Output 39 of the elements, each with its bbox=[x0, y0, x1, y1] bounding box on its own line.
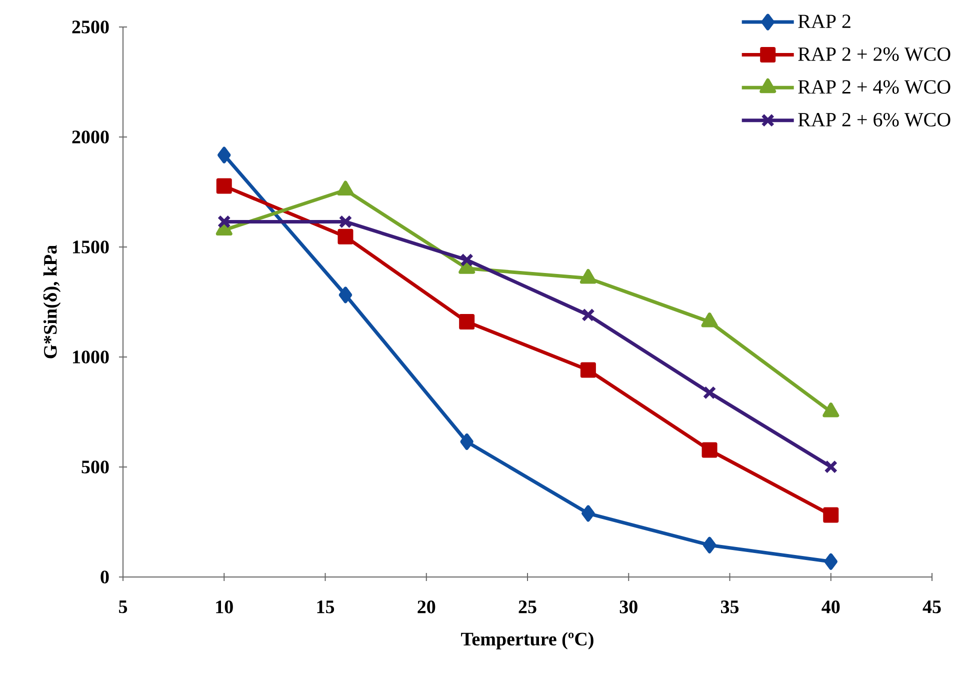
point bbox=[702, 386, 716, 400]
x-tick-label: 10 bbox=[216, 600, 233, 614]
point bbox=[824, 460, 838, 474]
y-tick-label: 1500 bbox=[72, 240, 109, 254]
point bbox=[217, 214, 231, 228]
legend-label: RAP 2 + 6% WCO bbox=[798, 112, 950, 127]
x-tick-label: 25 bbox=[518, 600, 536, 614]
x-tick-label: 5 bbox=[119, 600, 128, 614]
point bbox=[338, 228, 354, 244]
point bbox=[823, 507, 839, 523]
legend-label: RAP 2 bbox=[798, 14, 850, 28]
point bbox=[460, 253, 474, 267]
point bbox=[824, 553, 838, 570]
y-tick-label: 2500 bbox=[72, 20, 109, 34]
x-axis-title: Temperture (ºC) bbox=[461, 632, 594, 650]
x-tick-label: 15 bbox=[317, 600, 334, 614]
x-tick-label: 45 bbox=[922, 600, 941, 614]
x-tick-label: 30 bbox=[620, 600, 638, 614]
x-tick-label: 35 bbox=[720, 600, 739, 614]
point bbox=[459, 314, 475, 330]
point bbox=[218, 146, 231, 164]
legend-label: RAP 2 + 2% WCO bbox=[798, 47, 950, 61]
y-tick-label: 1000 bbox=[72, 350, 109, 364]
y-tick-label: 2000 bbox=[72, 130, 109, 144]
x-tick-label: 40 bbox=[822, 600, 840, 614]
x-tick-label: 20 bbox=[418, 600, 436, 614]
point bbox=[581, 308, 595, 322]
legend-label: RAP 2 + 4% WCO bbox=[798, 80, 950, 94]
point bbox=[702, 442, 718, 458]
point bbox=[460, 433, 474, 450]
point bbox=[702, 536, 716, 554]
point bbox=[338, 214, 352, 228]
point bbox=[582, 505, 595, 522]
y-tick-label: 0 bbox=[100, 570, 109, 584]
y-tick-label: 500 bbox=[82, 460, 109, 474]
point bbox=[580, 362, 596, 378]
point bbox=[338, 286, 352, 304]
point bbox=[216, 178, 232, 194]
y-axis-title: G*Sin(δ), kPa bbox=[43, 245, 61, 358]
